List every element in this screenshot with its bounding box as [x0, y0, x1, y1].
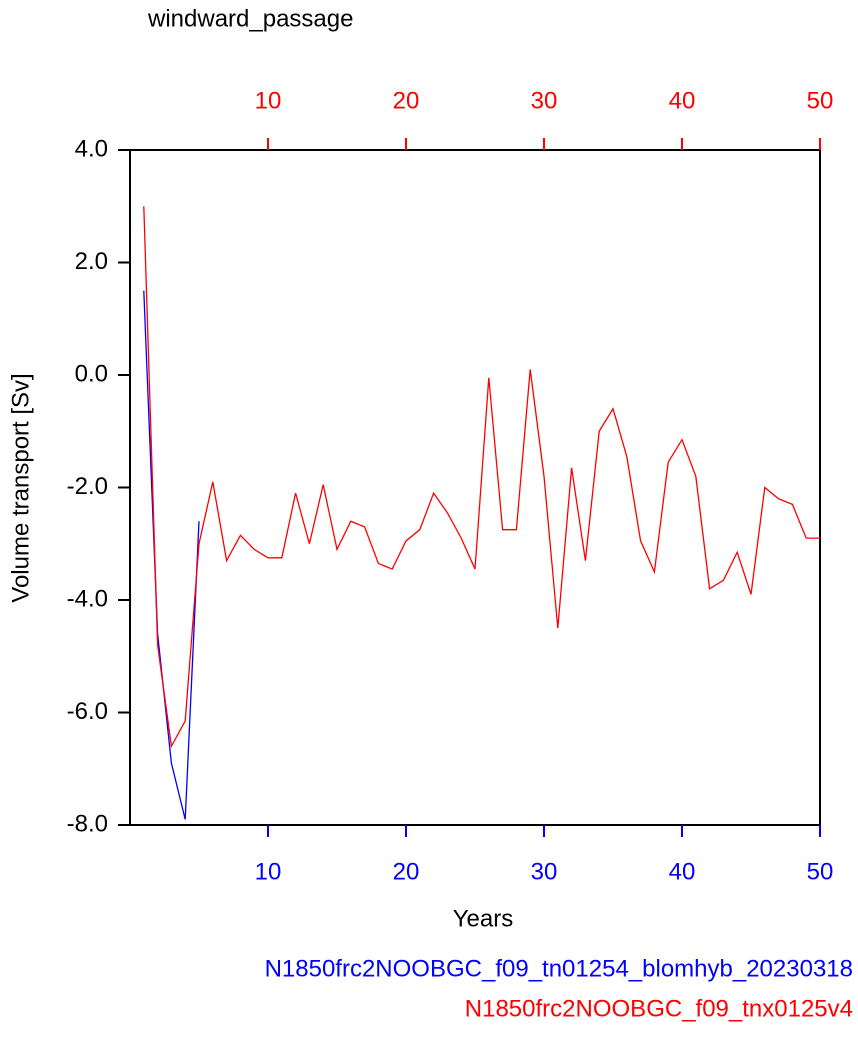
x2-tick-label: 20 [393, 87, 420, 114]
series-line [143, 290, 200, 820]
legend-entry: N1850frc2NOOBGC_f09_tnx0125v4 [465, 995, 853, 1022]
x-axis-label: Years [453, 905, 514, 932]
chart-title: windward_passage [147, 5, 353, 32]
x2-tick-label: 50 [807, 87, 834, 114]
y-tick-label: 4.0 [75, 135, 108, 162]
y-tick-label: 2.0 [75, 248, 108, 275]
y-tick-label: -4.0 [67, 585, 108, 612]
series-line [143, 206, 820, 749]
x2-tick-label: 10 [255, 87, 282, 114]
x2-tick-label: 30 [531, 87, 558, 114]
y-tick-label: -2.0 [67, 473, 108, 500]
x-tick-label: 30 [531, 858, 558, 885]
y-axis-label: Volume transport [Sv] [7, 373, 34, 602]
x2-tick-label: 40 [669, 87, 696, 114]
y-tick-label: -6.0 [67, 698, 108, 725]
x-tick-label: 40 [669, 858, 696, 885]
y-tick-label: 0.0 [75, 360, 108, 387]
legend-entry: N1850frc2NOOBGC_f09_tn01254_blomhyb_2023… [265, 955, 853, 982]
x-tick-label: 20 [393, 858, 420, 885]
plot-frame [129, 149, 821, 826]
y-tick-label: -8.0 [67, 810, 108, 837]
x-tick-label: 10 [255, 858, 282, 885]
x-tick-label: 50 [807, 858, 834, 885]
